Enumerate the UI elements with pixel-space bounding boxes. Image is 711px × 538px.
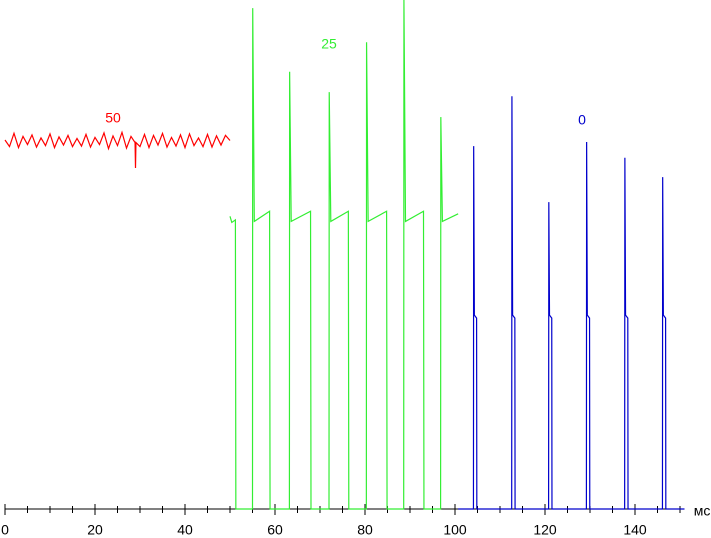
trace-label: 0 (578, 112, 586, 128)
x-tick-label: 0 (1, 522, 9, 538)
trace (4, 130, 231, 168)
x-tick-label: 60 (267, 522, 283, 538)
x-tick-label: 140 (623, 522, 647, 538)
trace (458, 96, 685, 510)
trace (229, 0, 459, 510)
x-tick-label: 40 (177, 522, 193, 538)
x-tick-label: 80 (357, 522, 373, 538)
x-tick-label: 20 (87, 522, 103, 538)
x-tick-label: 120 (533, 522, 557, 538)
x-axis-label: мс (694, 503, 711, 519)
x-tick-label: 100 (443, 522, 467, 538)
trace-label: 25 (321, 36, 337, 52)
trace-label: 50 (105, 110, 121, 126)
